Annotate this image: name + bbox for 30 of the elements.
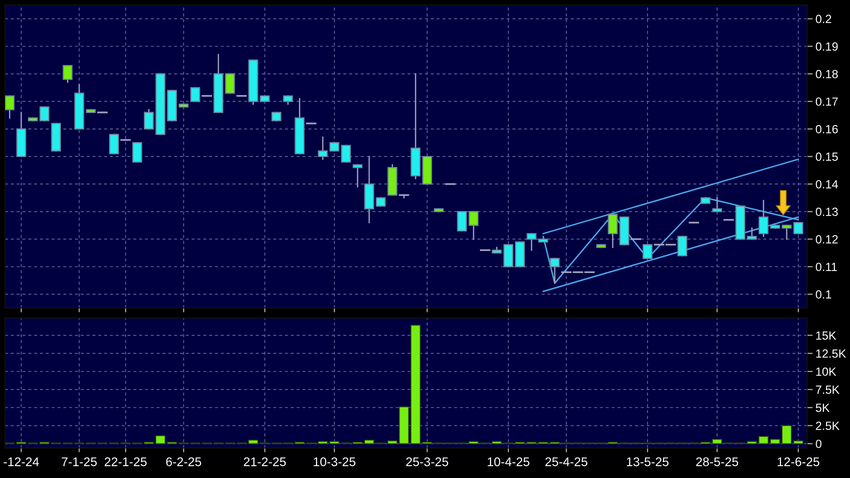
x-tick-label: 28-5-25 — [696, 457, 738, 466]
y-tick-label: 0.18 — [816, 70, 838, 78]
y-tick-label: 2.5K — [816, 422, 840, 430]
x-tick-label: 25-4-25 — [545, 457, 588, 466]
y-tick-label: 0.13 — [816, 208, 838, 216]
y-tick-label: 0.17 — [816, 97, 838, 106]
y-tick-label: 0.15 — [816, 152, 838, 161]
y-tick-label: 0.12 — [816, 235, 838, 244]
y-tick-label: 0.1 — [816, 290, 832, 299]
x-tick-label: 10-3-25 — [314, 457, 356, 466]
y-tick-label: 0.16 — [816, 124, 838, 134]
y-tick-label: 7.5K — [816, 386, 840, 394]
x-tick-label: 22-1-25 — [104, 457, 147, 466]
y-tick-label: 0.19 — [816, 42, 838, 51]
y-tick-label: 10K — [816, 367, 836, 376]
y-tick-label: 0.11 — [816, 262, 837, 272]
x-tick-label: 7-1-25 — [62, 457, 97, 466]
x-tick-label: 6-2-25 — [166, 457, 202, 466]
x-tick-label: 12-6-25 — [778, 457, 820, 466]
y-tick-label: 15K — [816, 331, 836, 340]
x-tick-label: 10-4-25 — [488, 457, 530, 466]
y-tick-label: 0.2 — [816, 14, 832, 24]
x-tick-label: 21-2-25 — [244, 457, 286, 466]
x-tick-label: 13-5-25 — [626, 457, 669, 466]
y-tick-label: 12.5K — [816, 349, 846, 358]
x-tick-label: -12-24 — [4, 457, 39, 466]
y-tick-label: 0 — [816, 440, 822, 448]
y-tick-label: 5K — [816, 404, 830, 412]
y-tick-label: 0.14 — [816, 180, 838, 188]
x-tick-label: 25-3-25 — [406, 457, 448, 466]
